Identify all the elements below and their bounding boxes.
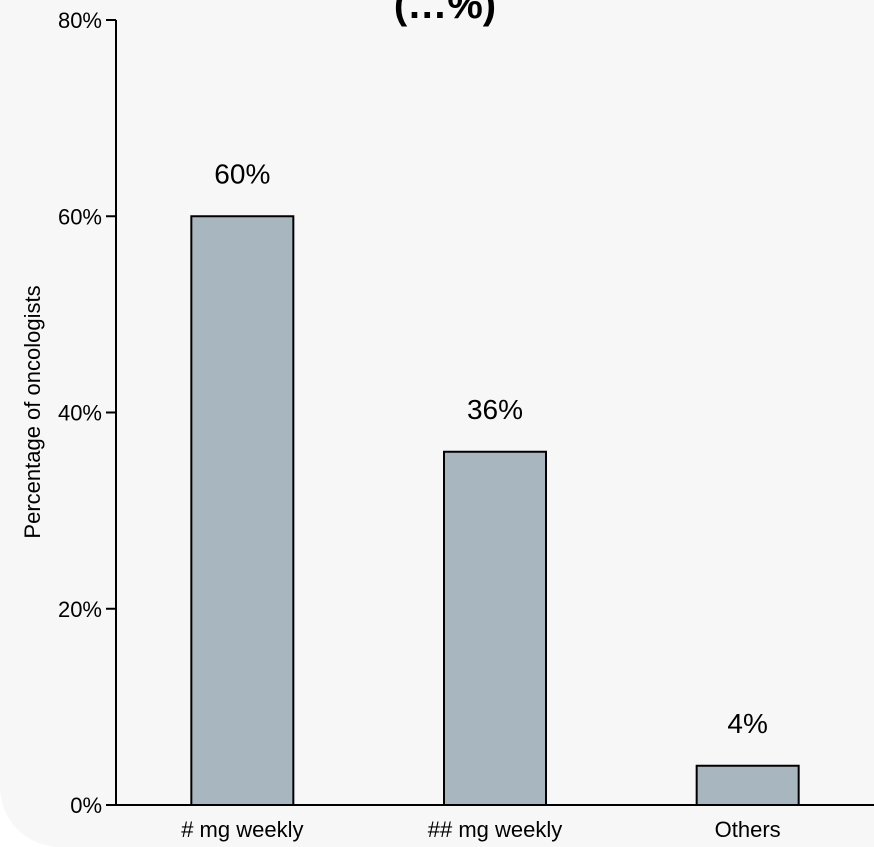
bar-data-label: 60%: [214, 158, 270, 189]
x-category-label: # mg weekly: [181, 817, 303, 842]
y-axis-title: Percentage of oncologists: [20, 285, 45, 538]
y-tick-label: 80%: [58, 8, 102, 33]
chart-title-fragment: (…%): [394, 0, 496, 27]
x-category-label: ## mg weekly: [428, 817, 563, 842]
y-tick-label: 0%: [70, 793, 102, 818]
bar: [443, 450, 547, 806]
y-tick-label: 60%: [58, 204, 102, 229]
bar-data-label: 4%: [727, 708, 767, 739]
y-axis: 0% 20% 40% 60% 80%: [58, 8, 117, 818]
x-axis: # mg weekly ## mg weekly Others: [116, 804, 874, 842]
bar: [695, 764, 800, 806]
y-tick-label: 40%: [58, 401, 102, 426]
bar: [190, 215, 295, 806]
x-category-label: Others: [715, 817, 781, 842]
bars-group: [190, 215, 800, 806]
y-tick-label: 20%: [58, 597, 102, 622]
data-labels-group: 60% 36% 4%: [214, 158, 768, 739]
bar-data-label: 36%: [467, 394, 523, 425]
